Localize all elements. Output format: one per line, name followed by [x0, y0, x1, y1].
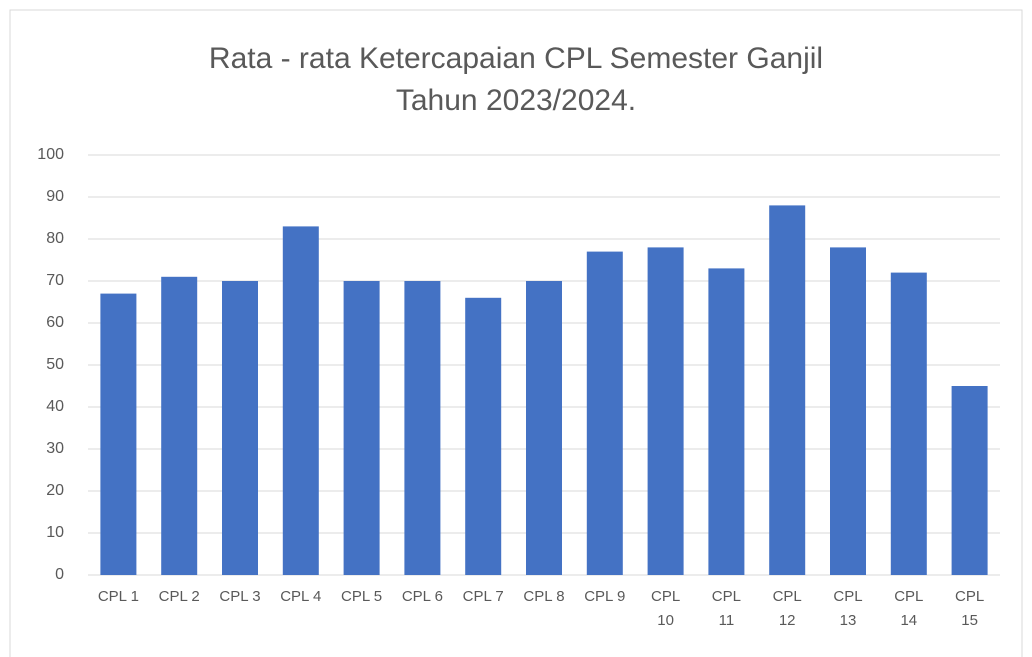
bar: [830, 247, 866, 575]
bar: [100, 293, 137, 575]
x-tick-label: CPL 4: [280, 588, 322, 605]
bar: [465, 297, 502, 575]
bar: [708, 268, 745, 575]
x-tick-label: CPL 2: [158, 588, 200, 605]
bar: [282, 226, 319, 575]
x-tick-label: CPL 3: [219, 588, 261, 605]
y-tick-label: 0: [55, 566, 64, 583]
x-tick-label: CPL 12: [772, 588, 802, 629]
x-tick-label: CPL 14: [894, 588, 924, 629]
bar: [647, 247, 684, 575]
bar: [951, 386, 988, 575]
x-tick-label: CPL 9: [584, 588, 626, 605]
y-tick-label: 80: [46, 230, 64, 247]
x-tick-label: CPL 11: [711, 588, 741, 629]
y-tick-label: 30: [46, 440, 64, 457]
bar: [769, 205, 806, 575]
y-tick-label: 20: [46, 482, 64, 499]
x-tick-label: CPL 13: [833, 588, 863, 629]
y-tick-label: 40: [46, 398, 64, 415]
x-tick-label: CPL 1: [97, 588, 139, 605]
x-tick-label: CPL 6: [401, 588, 443, 605]
chart-title: Rata - rata Ketercapaian CPL Semester Ga…: [208, 42, 824, 117]
bar: [222, 281, 258, 575]
bar: [586, 251, 623, 575]
bar: [343, 281, 380, 575]
bar: [890, 272, 927, 575]
x-tick-label: CPL 10: [651, 588, 681, 629]
x-tick-label: CPL 7: [462, 588, 504, 605]
x-tick-label: CPL 15: [955, 588, 985, 629]
bar: [404, 281, 441, 575]
y-tick-label: 90: [46, 188, 64, 205]
x-tick-label: CPL 8: [523, 588, 565, 605]
bar: [526, 281, 562, 575]
y-tick-label: 60: [46, 314, 64, 331]
x-tick-label: CPL 5: [341, 588, 383, 605]
y-tick-label: 50: [46, 356, 64, 373]
y-tick-label: 100: [37, 146, 64, 163]
y-tick-label: 70: [46, 272, 64, 289]
bar: [161, 276, 198, 575]
y-tick-label: 10: [46, 524, 64, 541]
